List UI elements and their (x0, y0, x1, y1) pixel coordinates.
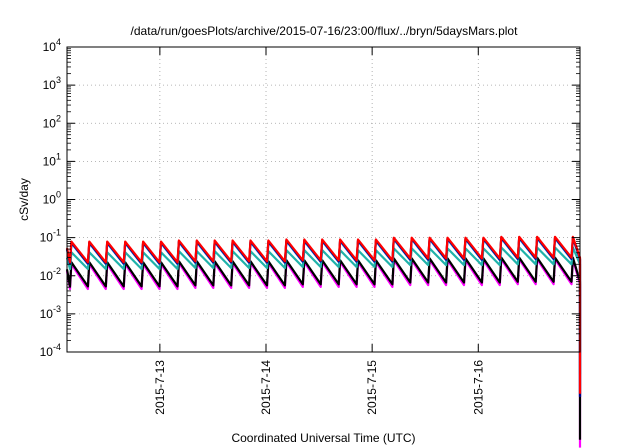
y-axis-title: cSv/day (17, 178, 31, 221)
y-tick-label: 103 (43, 75, 61, 92)
chart-title: /data/run/goesPlots/archive/2015-07-16/2… (131, 24, 519, 38)
series-group (65, 235, 582, 448)
x-tick-label: 2015-7-15 (365, 360, 379, 415)
y-tick-label: 101 (43, 151, 61, 168)
y-tick-label: 10-2 (40, 266, 61, 283)
y-tick-label: 10-4 (40, 342, 61, 359)
y-tick-label: 100 (43, 190, 61, 207)
x-tick-label: 2015-7-13 (153, 360, 167, 415)
x-tick-label: 2015-7-16 (471, 360, 485, 415)
x-tick-label: 2015-7-14 (259, 360, 273, 415)
x-axis-title: Coordinated Universal Time (UTC) (231, 431, 415, 445)
y-tick-label: 102 (43, 113, 61, 130)
y-tick-label: 10-1 (40, 228, 61, 245)
series-line (65, 256, 582, 440)
axes: 10-4 10-3 10-2 10-1 100 101 102 103 104 2015-7-13… (40, 37, 580, 415)
grid (67, 47, 580, 352)
series-line (65, 235, 582, 394)
y-tick-label: 104 (43, 37, 61, 54)
y-tick-label: 10-3 (40, 304, 61, 321)
series-line (65, 258, 582, 448)
